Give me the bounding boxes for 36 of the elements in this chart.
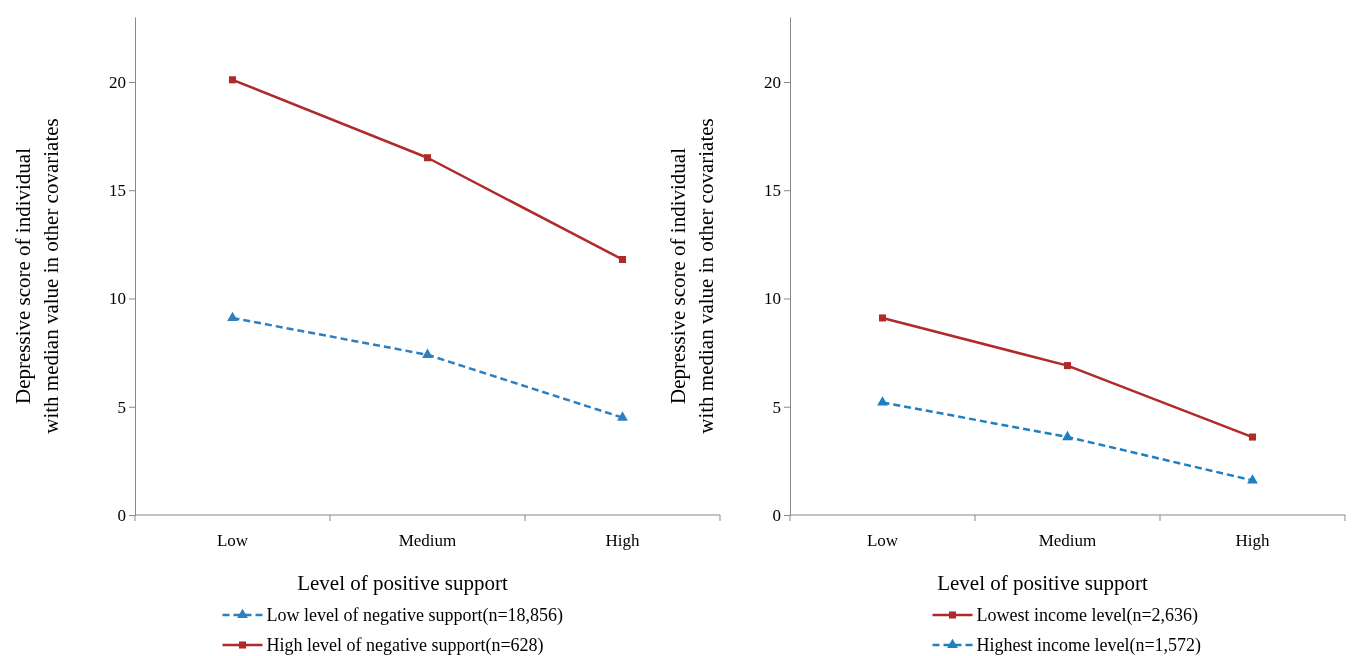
point [878,314,887,322]
point [1247,474,1258,484]
y-tick-label: 0 [772,505,781,525]
point [618,255,627,264]
y-tick-label: 5 [772,397,781,417]
y-tick-label: 0 [117,505,126,525]
x-axis-title: Level of positive support [297,571,508,595]
point [1063,362,1072,370]
y-tick-label: 15 [764,181,781,201]
y-tick-label: 20 [764,72,781,92]
y-axis-title: Depressive score of individual with median value in other covariates [666,118,718,434]
legend-label: Low level of negative support(n=18,856) [266,605,564,626]
y-axis-title: Depressive score of individual with median value in other covariates [11,118,63,434]
x-axis-title: Level of positive support [937,571,1148,595]
legend-label: High level of negative support(n=628) [266,635,544,656]
x-tick-label: Medium [398,531,457,550]
y-tick-label: 20 [109,72,126,92]
x-tick-label: Medium [1038,531,1097,550]
x-tick-label: High [1235,531,1270,550]
legend-label: Lowest income level(n=2,636) [976,605,1199,626]
x-tick-label: Low [216,531,249,550]
point [1248,433,1257,441]
y-tick-label: 15 [109,181,126,201]
x-tick-label: Low [866,531,899,550]
x-tick-label: High [605,531,640,550]
y-tick-label: 10 [764,289,781,309]
point [617,411,628,421]
point [228,76,237,84]
point [423,154,432,162]
point [422,348,433,358]
point [877,396,888,406]
y-tick-label: 10 [109,289,126,309]
point [227,311,238,322]
y-tick-label: 5 [117,397,126,417]
point [1062,430,1073,441]
legend-label: Highest income level(n=1,572) [976,635,1202,656]
